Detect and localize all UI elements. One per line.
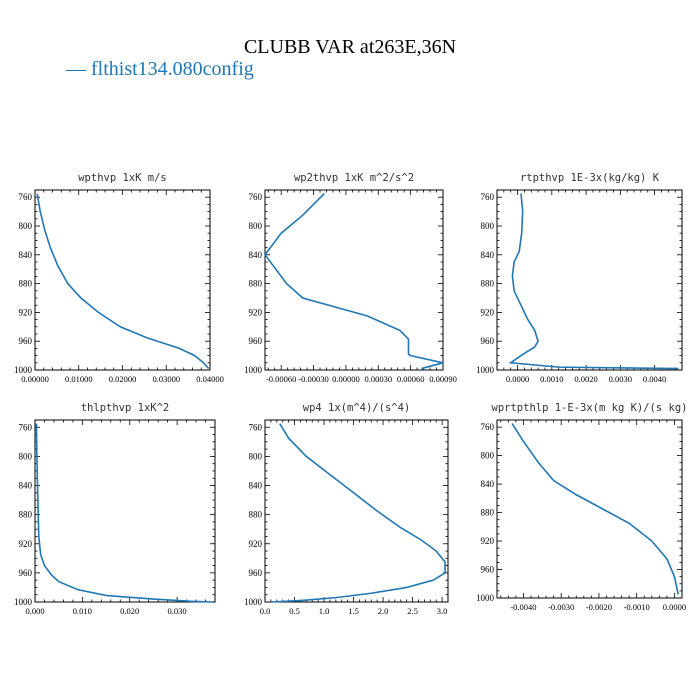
y-tick-label: 840 <box>249 481 263 491</box>
panel-title: wprtpthlp 1-E-3x(m kg K)/(s kg) <box>492 402 688 414</box>
y-tick-label: 800 <box>19 451 33 461</box>
series-line <box>35 423 213 603</box>
x-tick-label: 1.0 <box>319 606 330 616</box>
panel-title: thlpthvp 1xK^2 <box>81 402 170 414</box>
y-tick-label: 760 <box>481 422 495 432</box>
y-tick-label: 800 <box>249 221 263 231</box>
y-tick-label: 920 <box>19 539 33 549</box>
y-tick-label: 1000 <box>14 597 33 607</box>
y-tick-label: 760 <box>19 192 33 202</box>
y-tick-label: 800 <box>19 221 33 231</box>
plot-frame <box>34 419 216 603</box>
y-tick-label: 840 <box>249 250 263 260</box>
y-tick-label: 800 <box>481 451 495 461</box>
y-tick-label: 840 <box>19 250 33 260</box>
y-tick-label: 880 <box>19 510 33 520</box>
panel-title: rtpthvp 1E-3x(kg/kg) K <box>520 172 660 184</box>
y-tick-label: 960 <box>249 568 263 578</box>
x-tick-label: 0.00030 <box>364 374 392 384</box>
plot-frame <box>264 419 449 603</box>
x-tick-label: 0.020 <box>120 606 139 616</box>
x-tick-label: 0.00000 <box>21 374 49 384</box>
plot-frame <box>264 189 444 371</box>
y-tick-label: 920 <box>481 536 495 546</box>
y-tick-label: 840 <box>481 479 495 489</box>
y-tick-label: 920 <box>249 307 263 317</box>
x-tick-label: 0.030 <box>168 606 187 616</box>
y-tick-label: 920 <box>249 539 263 549</box>
x-tick-label: -0.0040 <box>510 602 536 612</box>
y-tick-label: 840 <box>19 481 33 491</box>
panel-title: wp2thvp 1xK m^2/s^2 <box>294 172 414 184</box>
x-tick-label: 0.03000 <box>152 374 180 384</box>
legend-entry: — flthist134.080config <box>66 58 254 80</box>
y-tick-label: 1000 <box>14 365 33 375</box>
x-tick-label: -0.0010 <box>624 602 650 612</box>
y-tick-label: 760 <box>481 192 495 202</box>
x-tick-label: -0.0020 <box>586 602 612 612</box>
x-tick-label: 0.0000 <box>663 602 686 612</box>
y-tick-label: 960 <box>19 336 33 346</box>
series-line <box>36 193 210 370</box>
y-tick-label: 1000 <box>244 597 263 607</box>
y-tick-label: 1000 <box>476 365 495 375</box>
x-tick-label: 0.01000 <box>65 374 93 384</box>
plot-frame <box>496 189 683 371</box>
y-tick-label: 880 <box>249 510 263 520</box>
panel-title: wpthvp 1xK m/s <box>78 172 167 184</box>
y-tick-label: 880 <box>249 279 263 289</box>
x-tick-label: -0.0030 <box>548 602 574 612</box>
panel-title: wp4 1x(m^4)/(s^4) <box>303 402 410 414</box>
y-tick-label: 800 <box>249 451 263 461</box>
x-tick-label: 0.0030 <box>609 374 632 384</box>
x-tick-label: 0.010 <box>73 606 92 616</box>
x-tick-label: 0.00060 <box>397 374 425 384</box>
x-tick-label: -0.00060 <box>266 374 296 384</box>
y-tick-label: 760 <box>249 422 263 432</box>
x-tick-label: 0.5 <box>289 606 300 616</box>
x-tick-label: 0.04000 <box>196 374 224 384</box>
y-tick-label: 760 <box>249 192 263 202</box>
x-tick-label: 0.00000 <box>332 374 360 384</box>
x-tick-label: 0.000 <box>25 606 44 616</box>
page-title: CLUBB VAR at263E,36N <box>243 36 457 58</box>
plot-frame <box>496 419 683 599</box>
y-tick-label: 960 <box>481 336 495 346</box>
y-tick-label: 880 <box>481 508 495 518</box>
x-tick-label: 0.00090 <box>429 374 457 384</box>
y-tick-label: 920 <box>481 307 495 317</box>
y-tick-label: 960 <box>19 568 33 578</box>
y-tick-label: 880 <box>19 279 33 289</box>
y-tick-label: 760 <box>19 422 33 432</box>
x-tick-label: 0.0010 <box>540 374 563 384</box>
plot-frame <box>34 189 211 371</box>
y-tick-label: 840 <box>481 250 495 260</box>
series-line <box>264 193 444 370</box>
y-tick-label: 920 <box>19 307 33 317</box>
y-tick-label: 1000 <box>476 593 495 603</box>
y-tick-label: 960 <box>481 565 495 575</box>
x-tick-label: 0.02000 <box>109 374 137 384</box>
x-tick-label: 2.5 <box>407 606 418 616</box>
y-tick-label: 880 <box>481 279 495 289</box>
x-tick-label: 1.5 <box>348 606 359 616</box>
series-line <box>270 423 446 603</box>
x-tick-label: 2.0 <box>378 606 389 616</box>
series-line <box>508 193 679 370</box>
x-tick-label: 0.0 <box>260 606 271 616</box>
x-tick-label: 0.0000 <box>506 374 529 384</box>
x-tick-label: 0.0020 <box>574 374 597 384</box>
series-line <box>511 423 680 595</box>
y-tick-label: 960 <box>249 336 263 346</box>
y-tick-label: 1000 <box>244 365 263 375</box>
x-tick-label: 0.0040 <box>643 374 666 384</box>
x-tick-label: -0.00030 <box>298 374 328 384</box>
x-tick-label: 3.0 <box>437 606 448 616</box>
y-tick-label: 800 <box>481 221 495 231</box>
